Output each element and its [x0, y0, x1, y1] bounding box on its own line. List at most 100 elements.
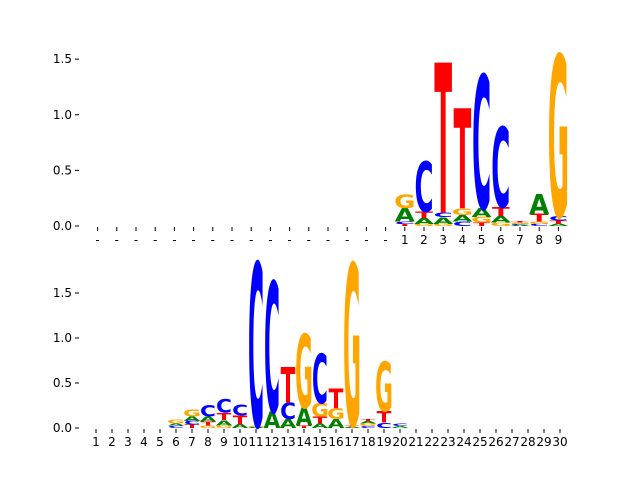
logo-letter-G: G — [215, 425, 233, 429]
logo-letter-A: A — [312, 422, 330, 429]
x-tick-label: - — [153, 233, 157, 247]
logo-letter-T: T — [473, 222, 491, 227]
logo-letter-C: C — [453, 221, 472, 228]
logo-letter-G: G — [295, 315, 313, 433]
logo-letter-G: G — [548, 12, 569, 269]
logo-letter-C: C — [392, 423, 408, 427]
logo-letter-A: A — [529, 189, 549, 221]
logo-letter-T: T — [530, 212, 548, 224]
logo-letter-A: A — [232, 423, 250, 429]
x-tick-label: 27 — [504, 435, 519, 449]
logo-letter-T: T — [361, 419, 376, 422]
logo-letter-G: G — [413, 223, 434, 226]
logo-letter-T: T — [415, 210, 434, 221]
logo-letter-G: G — [311, 399, 329, 421]
x-tick-label: 2 — [420, 233, 428, 247]
logo-letter-A: A — [548, 223, 569, 226]
logo-letter-A: A — [452, 213, 472, 224]
logo-letter-A: A — [472, 206, 492, 220]
logo-letter-T: T — [297, 425, 312, 429]
logo-letter-T: T — [329, 383, 344, 415]
logo-letter-C: C — [280, 400, 296, 425]
x-tick-label: 29 — [536, 435, 551, 449]
logo-letter-C: C — [232, 403, 248, 420]
x-tick-label: 24 — [456, 435, 471, 449]
logo-letter-T: T — [550, 220, 568, 225]
logo-letter-C: C — [184, 420, 200, 426]
y-tick-label: 1.5 — [53, 286, 72, 300]
x-tick-label: 4 — [459, 233, 467, 247]
x-tick-label: 9 — [555, 233, 563, 247]
x-tick-label: 11 — [248, 435, 263, 449]
x-tick-label: - — [211, 233, 215, 247]
logo-letter-G: G — [247, 426, 265, 427]
x-tick-label: - — [172, 233, 176, 247]
logo-letter-A: A — [510, 225, 531, 227]
logo-letter-G: G — [167, 419, 185, 425]
x-tick-label: - — [115, 233, 119, 247]
y-tick-label: 0.5 — [53, 376, 72, 390]
logo-letter-T: T — [492, 205, 510, 219]
x-tick-label: 22 — [424, 435, 439, 449]
logo-letter-C: C — [472, 39, 491, 252]
logo-letter-C: C — [360, 426, 376, 429]
logo-letter-A: A — [248, 427, 265, 428]
x-tick-label: 7 — [188, 435, 196, 449]
x-tick-label: 14 — [296, 435, 311, 449]
x-tick-label: - — [364, 233, 368, 247]
x-tick-label: 6 — [172, 435, 180, 449]
logo-letter-G: G — [375, 348, 393, 427]
y-tick-label: 1.0 — [53, 108, 72, 122]
x-tick-label: 2 — [108, 435, 116, 449]
x-tick-label: - — [287, 233, 291, 247]
logo-letter-C: C — [530, 223, 549, 226]
x-tick-label: - — [307, 233, 311, 247]
x-tick-label: 30 — [552, 435, 567, 449]
logo-letter-C: C — [414, 149, 433, 228]
x-tick-label: 28 — [520, 435, 535, 449]
logo-letter-G: G — [343, 221, 361, 479]
logo-letter-A: A — [168, 423, 185, 426]
logo-letter-T: T — [454, 82, 472, 242]
x-tick-label: - — [95, 233, 99, 247]
logo-letter-C: C — [216, 395, 232, 417]
x-tick-label: 9 — [220, 435, 228, 449]
logo-letter-C: C — [200, 402, 216, 421]
logo-letter-A: A — [433, 215, 453, 226]
x-tick-label: 5 — [156, 435, 164, 449]
logo-letter-G: G — [529, 221, 550, 224]
logo-letter-C: C — [549, 215, 568, 222]
logo-letter-A: A — [360, 420, 377, 424]
logo-letter-A: A — [200, 415, 217, 424]
x-tick-label: 1 — [92, 435, 100, 449]
x-tick-label: - — [134, 233, 138, 247]
x-tick-label: 18 — [360, 435, 375, 449]
x-tick-label: 3 — [124, 435, 132, 449]
logo-letter-C: C — [376, 421, 392, 430]
logo-letter-A: A — [414, 217, 434, 226]
x-tick-label: 5 — [478, 233, 486, 247]
x-tick-label: - — [268, 233, 272, 247]
x-tick-label: 8 — [204, 435, 212, 449]
logo-letter-C: C — [510, 224, 529, 226]
y-tick-label: 0.5 — [53, 163, 72, 177]
logo-letter-A: A — [491, 214, 511, 225]
x-tick-label: 17 — [344, 435, 359, 449]
logo-letter-T: T — [511, 221, 529, 223]
logo-letter-G: G — [471, 215, 492, 224]
logo-letter-T: T — [434, 22, 452, 262]
x-tick-label: - — [191, 233, 195, 247]
y-tick-label: 0.0 — [53, 421, 72, 435]
x-tick-label: 12 — [264, 435, 279, 449]
logo-letter-G: G — [509, 222, 530, 224]
logo-letter-G: G — [327, 406, 345, 423]
logo-letter-G: G — [359, 423, 377, 427]
y-tick-label: 1.0 — [53, 331, 72, 345]
x-tick-label: 23 — [440, 435, 455, 449]
logo-letter-G: G — [490, 222, 511, 227]
x-tick-label: 13 — [280, 435, 295, 449]
x-tick-label: - — [383, 233, 387, 247]
logo-letter-T: T — [313, 414, 328, 426]
y-tick-label: 1.5 — [53, 52, 72, 66]
